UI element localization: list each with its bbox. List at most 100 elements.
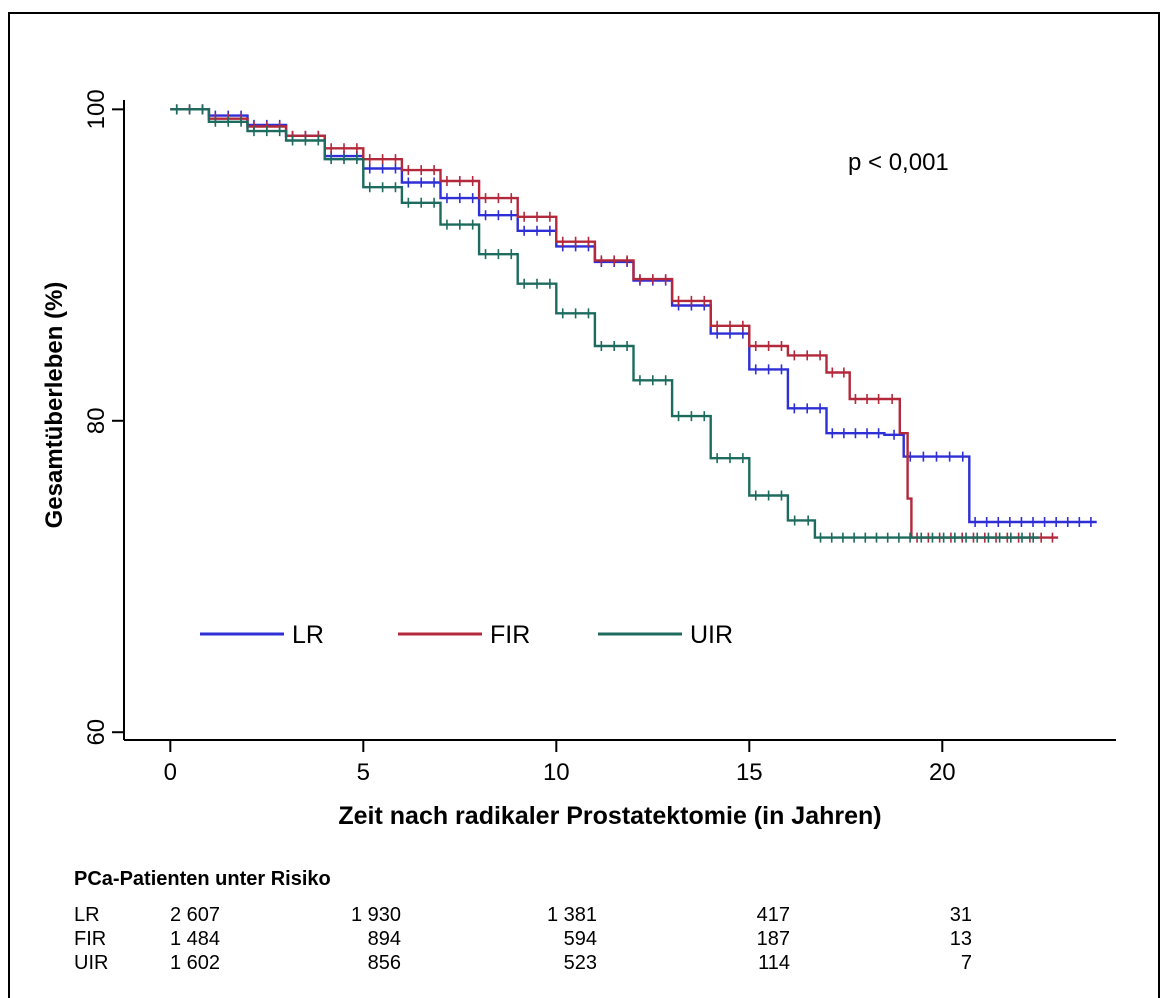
censor-mark bbox=[725, 453, 736, 464]
censor-mark bbox=[480, 210, 491, 221]
censor-mark bbox=[827, 367, 838, 378]
censor-mark bbox=[1062, 516, 1073, 527]
risk-cell: 187 bbox=[756, 928, 790, 950]
censor-mark bbox=[326, 143, 337, 154]
censor-mark bbox=[557, 236, 568, 247]
censor-mark bbox=[983, 532, 994, 543]
risk-cell: 856 bbox=[367, 952, 401, 974]
censor-mark bbox=[673, 295, 684, 306]
censor-mark bbox=[300, 135, 311, 146]
censor-mark bbox=[944, 451, 955, 462]
censor-mark bbox=[957, 451, 968, 462]
censor-mark bbox=[390, 154, 401, 165]
censor-mark bbox=[634, 274, 645, 285]
censor-mark bbox=[403, 165, 414, 176]
censor-mark bbox=[802, 403, 813, 414]
censor-mark bbox=[961, 532, 972, 543]
censor-mark bbox=[837, 532, 848, 543]
censor-mark bbox=[1051, 516, 1062, 527]
risk-cell: 13 bbox=[949, 928, 972, 950]
risk-cell: 594 bbox=[563, 928, 597, 950]
censor-mark bbox=[1017, 532, 1028, 543]
censor-mark bbox=[927, 532, 938, 543]
risk-cell: 523 bbox=[563, 952, 597, 974]
censor-mark bbox=[261, 126, 272, 137]
censor-mark bbox=[712, 453, 723, 464]
censor-mark bbox=[364, 163, 375, 174]
censor-mark bbox=[493, 249, 504, 260]
censor-mark bbox=[634, 375, 645, 386]
censor-mark bbox=[862, 393, 873, 404]
censor-mark bbox=[454, 219, 465, 230]
censor-mark bbox=[931, 451, 942, 462]
risk-row-uir: UIR 1 602 856 523 114 7 bbox=[0, 952, 1164, 974]
y-tick-label: 60 bbox=[83, 719, 110, 746]
censor-mark bbox=[416, 197, 427, 208]
censor-mark bbox=[596, 255, 607, 266]
censor-mark bbox=[364, 182, 375, 193]
censor-mark bbox=[467, 219, 478, 230]
censor-mark bbox=[441, 193, 452, 204]
censor-mark bbox=[429, 177, 440, 188]
figure-frame bbox=[8, 12, 1160, 998]
risk-cell: 7 bbox=[960, 952, 972, 974]
censor-mark bbox=[1005, 532, 1016, 543]
censor-mark bbox=[622, 255, 633, 266]
censor-mark bbox=[647, 375, 658, 386]
censor-mark bbox=[403, 197, 414, 208]
censor-mark bbox=[1039, 516, 1050, 527]
censor-mark bbox=[480, 249, 491, 260]
censor-mark bbox=[403, 177, 414, 188]
censor-mark bbox=[570, 308, 581, 319]
censor-mark bbox=[699, 411, 710, 422]
censor-mark bbox=[763, 364, 774, 375]
censor-mark bbox=[1028, 516, 1039, 527]
censor-mark bbox=[815, 403, 826, 414]
censor-mark bbox=[949, 532, 960, 543]
censor-mark bbox=[377, 182, 388, 193]
km-plot: 0 5 10 15 20 60 80 100 LR FIR UIR p < 0,001 Zeit … bbox=[41, 89, 1116, 830]
censor-mark bbox=[827, 428, 838, 439]
risk-cell: 1 930 bbox=[350, 904, 401, 926]
censor-mark bbox=[803, 515, 814, 526]
censor-mark bbox=[873, 393, 884, 404]
x-tick-label: 5 bbox=[357, 759, 370, 786]
censor-mark bbox=[882, 532, 893, 543]
legend-label-lr: LR bbox=[292, 621, 324, 649]
y-tick-label: 80 bbox=[83, 407, 110, 434]
censor-mark bbox=[938, 532, 949, 543]
censor-mark bbox=[1016, 516, 1027, 527]
censor-mark bbox=[686, 411, 697, 422]
risk-row-label: LR bbox=[74, 904, 100, 926]
censor-mark bbox=[532, 278, 543, 289]
censor-mark bbox=[815, 350, 826, 361]
censor-mark bbox=[416, 177, 427, 188]
censor-mark bbox=[339, 154, 350, 165]
risk-table-title: PCa-Patienten unter Risiko bbox=[74, 868, 331, 890]
censor-mark bbox=[1085, 516, 1096, 527]
censor-mark bbox=[441, 219, 452, 230]
censor-mark bbox=[970, 516, 981, 527]
legend-label-uir: UIR bbox=[690, 621, 733, 649]
series-line-lr bbox=[170, 108, 1097, 524]
risk-cell: 31 bbox=[949, 904, 972, 926]
censor-mark bbox=[583, 236, 594, 247]
censor-mark bbox=[454, 175, 465, 186]
censor-mark bbox=[377, 154, 388, 165]
legend-label-fir: FIR bbox=[490, 621, 530, 649]
censor-mark bbox=[725, 320, 736, 331]
censor-mark bbox=[544, 225, 555, 236]
censor-mark bbox=[815, 532, 826, 543]
censor-mark bbox=[326, 154, 337, 165]
censor-mark bbox=[763, 490, 774, 501]
censor-mark bbox=[287, 135, 298, 146]
censor-mark bbox=[1028, 532, 1039, 543]
censor-mark bbox=[493, 210, 504, 221]
censor-mark bbox=[918, 451, 929, 462]
survival-curves bbox=[170, 104, 1097, 543]
censor-mark bbox=[737, 320, 748, 331]
censor-mark bbox=[789, 350, 800, 361]
censor-mark bbox=[972, 532, 983, 543]
series-line-uir bbox=[170, 108, 1039, 539]
censor-mark bbox=[622, 341, 633, 352]
